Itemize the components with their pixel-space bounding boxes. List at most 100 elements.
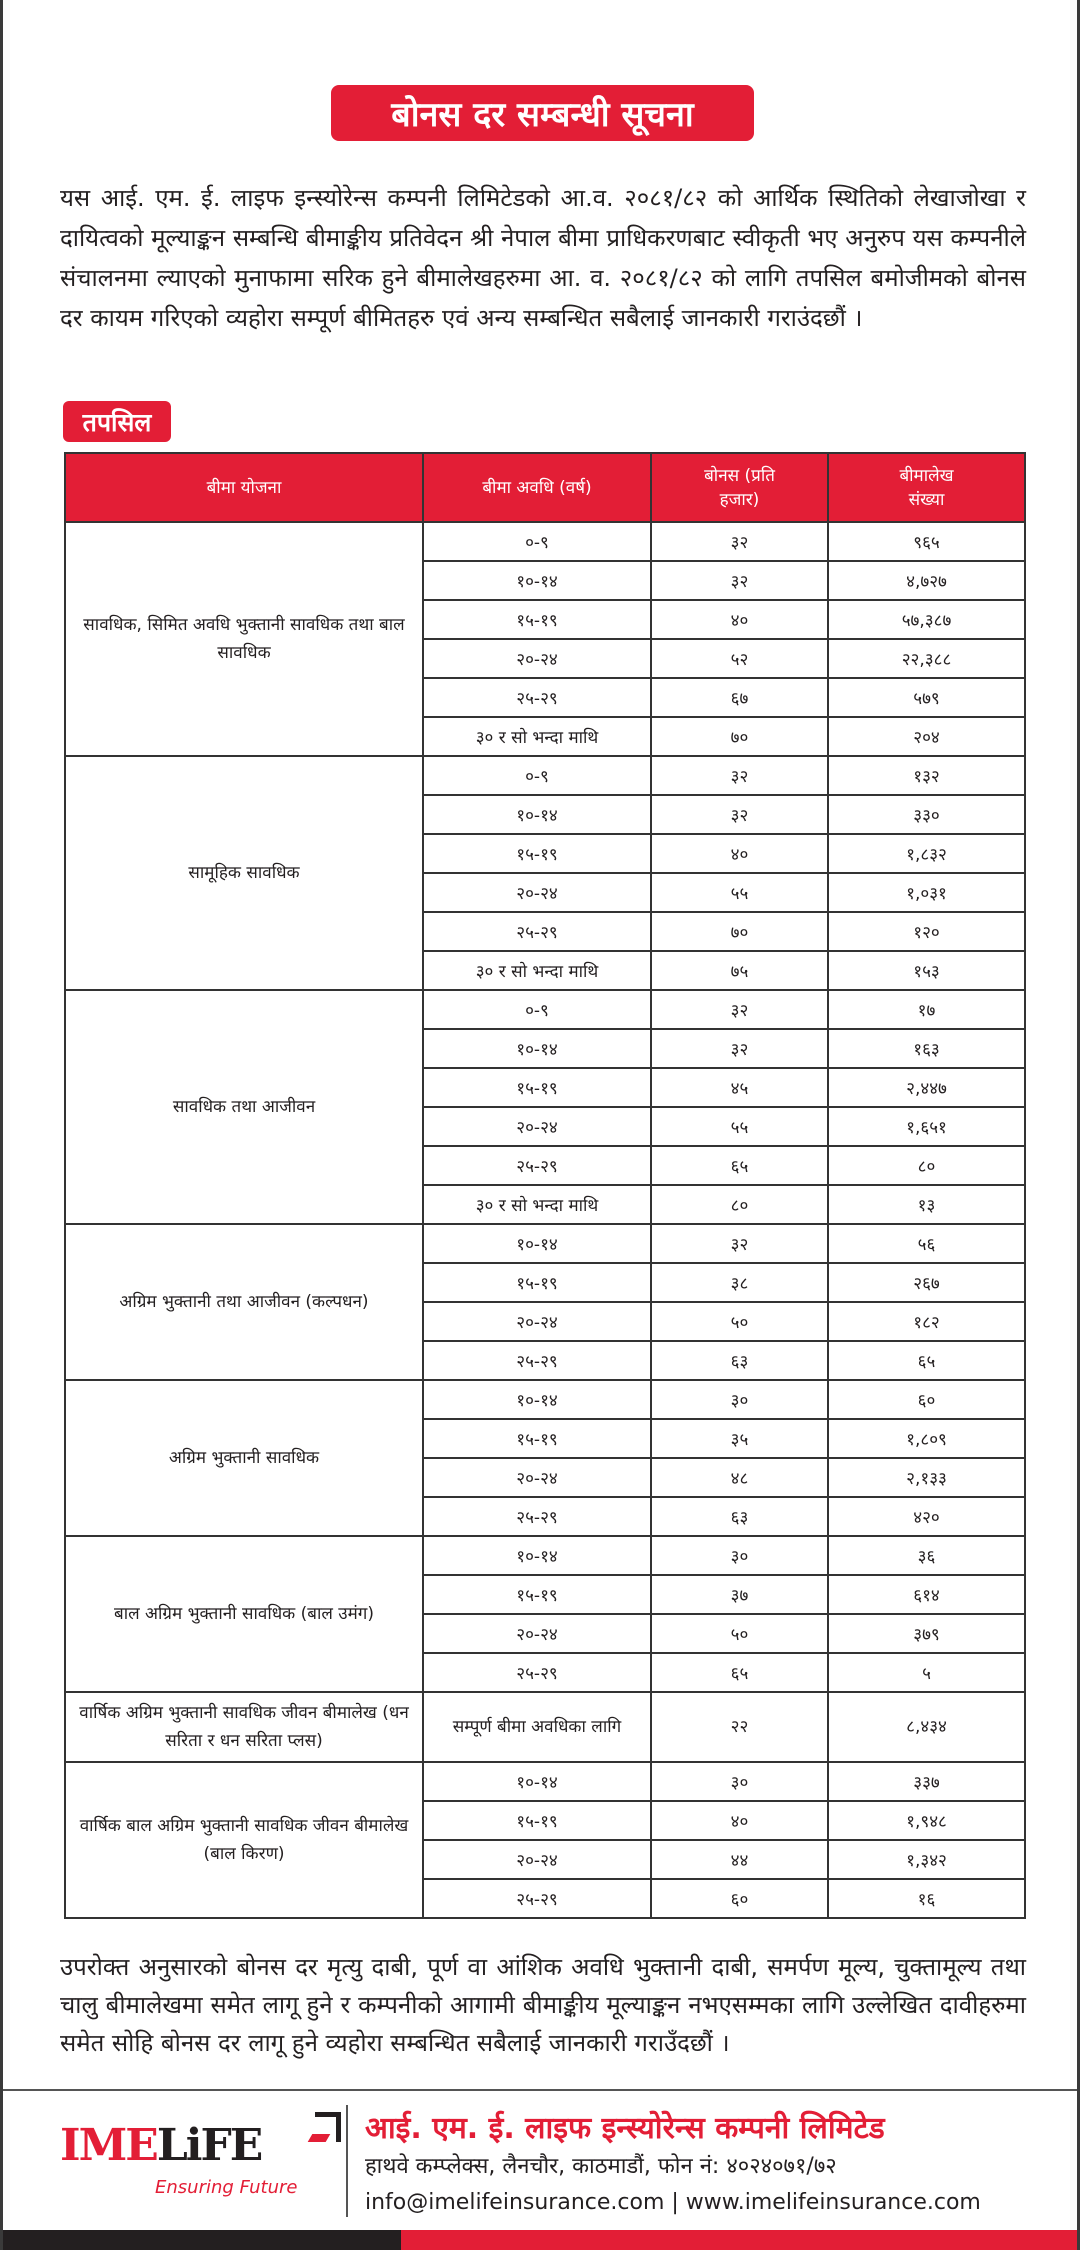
policy-count-cell: १५३ [827, 950, 1026, 991]
table-row: ३० र सो भन्दा माथि ८० १३ [65, 1184, 1026, 1225]
term-cell: ०-९ [422, 755, 652, 796]
term-cell: सम्पूर्ण बीमा अवधिका लागि [422, 1691, 652, 1763]
bonus-cell: ३२ [650, 560, 829, 601]
bonus-cell: ३५ [650, 1418, 829, 1459]
term-cell: २५-२९ [422, 1145, 652, 1186]
term-cell: १५-१९ [422, 1418, 652, 1459]
section-label: तपसिल [63, 401, 171, 442]
table-row: १०-१४ ३२ ३३० [65, 794, 1026, 835]
policy-count-cell: ८० [827, 1145, 1026, 1186]
table-row: अग्रिम भुक्तानी सावधिक १०-१४ ३० ६० [64, 1379, 1026, 1537]
table-row: २०-२४ ५५ १,०३१ [65, 872, 1026, 913]
plan-name: सामूहिक सावधिक [64, 755, 424, 991]
bonus-cell: ५० [650, 1301, 829, 1342]
bonus-cell: ३२ [650, 989, 829, 1030]
logo-mark-icon [315, 2112, 341, 2142]
bonus-cell: ६७ [650, 677, 829, 718]
term-cell: २०-२४ [422, 872, 652, 913]
term-cell: २५-२९ [422, 1878, 652, 1919]
bonus-cell: ३० [650, 1535, 829, 1576]
policy-count-cell: २,४४७ [827, 1067, 1026, 1108]
table-row: १५-१९ ४० १,९४८ [65, 1800, 1026, 1841]
bonus-cell: ७५ [650, 950, 829, 991]
table-row: अग्रिम भुक्तानी तथा आजीवन (कल्पधन) १०-१४ ३… [64, 1223, 1026, 1381]
table-row: २५-२९ ६३ ६५ [65, 1340, 1026, 1381]
bonus-cell: ६३ [650, 1496, 829, 1537]
bonus-cell: ३२ [650, 521, 829, 562]
term-cell: १५-१९ [422, 1574, 652, 1615]
bonus-cell: ६० [650, 1878, 829, 1919]
policy-count-cell: १३२ [827, 755, 1026, 796]
policy-count-cell: ५७,३८७ [827, 599, 1026, 640]
table-row: १५-१९ ३७ ६१४ [65, 1574, 1026, 1615]
footer-divider [3, 2089, 1077, 2091]
bonus-cell: ७० [650, 716, 829, 757]
plan-name: अग्रिम भुक्तानी तथा आजीवन (कल्पधन) [64, 1223, 424, 1381]
term-cell: २०-२४ [422, 638, 652, 679]
policy-count-cell: १२० [827, 911, 1026, 952]
bonus-cell: ३२ [650, 1223, 829, 1264]
policy-count-cell: ६५ [827, 1340, 1026, 1381]
term-cell: ३० र सो भन्दा माथि [422, 1184, 652, 1225]
term-cell: १५-१९ [422, 1262, 652, 1303]
policy-count-cell: ४२० [827, 1496, 1026, 1537]
table-row: २५-२९ ६७ ५७९ [65, 677, 1026, 718]
table-row: २०-२४ ४८ २,१३३ [65, 1457, 1026, 1498]
table-row: सावधिक तथा आजीवन ०-९ ३२ १७ [64, 989, 1026, 1225]
term-cell: २५-२९ [422, 1496, 652, 1537]
term-cell: २५-२९ [422, 677, 652, 718]
table-row: वार्षिक बाल अग्रिम भुक्तानी सावधिक जीवन … [64, 1761, 1026, 1919]
policy-count-cell: १७ [827, 989, 1026, 1030]
company-contact: info@imelifeinsurance.com | www.imelifei… [365, 2190, 981, 2215]
bonus-cell: ४० [650, 1800, 829, 1841]
policy-count-cell: १,०३१ [827, 872, 1026, 913]
table-row: २५-२९ ६३ ४२० [65, 1496, 1026, 1537]
table-row: वार्षिक अग्रिम भुक्तानी सावधिक जीवन बीमा… [64, 1691, 1026, 1763]
table-row: १०-१४ ३२ १६३ [65, 1028, 1026, 1069]
term-cell: ०-९ [422, 989, 652, 1030]
term-cell: १५-१९ [422, 1067, 652, 1108]
term-cell: २०-२४ [422, 1457, 652, 1498]
bonus-cell: ८० [650, 1184, 829, 1225]
plan-name: सावधिक तथा आजीवन [64, 989, 424, 1225]
table-row: २०-२४ ५० १८२ [65, 1301, 1026, 1342]
plan-name: बाल अग्रिम भुक्तानी सावधिक (बाल उमंग) [64, 1535, 424, 1693]
header-plan: बीमा योजना [64, 452, 424, 523]
intro-paragraph: यस आई. एम. ई. लाइफ इन्स्योरेन्स कम्पनी ल… [60, 184, 1026, 332]
term-cell: २५-२९ [422, 1652, 652, 1693]
plan-name: वार्षिक अग्रिम भुक्तानी सावधिक जीवन बीमा… [64, 1691, 424, 1763]
table-row: १५-१९ ३८ २६७ [65, 1262, 1026, 1303]
plan-name: सावधिक, सिमित अवधि भुक्तानी सावधिक तथा ब… [64, 521, 424, 757]
policy-count-cell: ५ [827, 1652, 1026, 1693]
bonus-cell: ५५ [650, 1106, 829, 1147]
bonus-cell: ३२ [650, 755, 829, 796]
table-row: २०-२४ ५५ १,६५१ [65, 1106, 1026, 1147]
footer-separator [346, 2105, 348, 2217]
term-cell: २०-२४ [422, 1301, 652, 1342]
term-cell: १०-१४ [422, 794, 652, 835]
bonus-cell: २२ [650, 1691, 829, 1763]
plan-name: वार्षिक बाल अग्रिम भुक्तानी सावधिक जीवन … [64, 1761, 424, 1919]
table-row: १५-१९ ४५ २,४४७ [65, 1067, 1026, 1108]
table-row: सामूहिक सावधिक ०-९ ३२ १३२ [64, 755, 1026, 991]
policy-count-cell: ३६ [827, 1535, 1026, 1576]
term-cell: १०-१४ [422, 1379, 652, 1420]
policy-count-cell: १,८३२ [827, 833, 1026, 874]
term-cell: २५-२९ [422, 1340, 652, 1381]
bonus-cell: ३८ [650, 1262, 829, 1303]
table-row: १५-१९ ४० ५७,३८७ [65, 599, 1026, 640]
table-row: १५-१९ ४० १,८३२ [65, 833, 1026, 874]
bonus-cell: ४८ [650, 1457, 829, 1498]
policy-count-cell: १,८०९ [827, 1418, 1026, 1459]
table-row: १०-१४ ३२ ४,७२७ [65, 560, 1026, 601]
term-cell: १५-१९ [422, 599, 652, 640]
header-term: बीमा अवधि (वर्ष) [422, 452, 652, 523]
term-cell: २०-२४ [422, 1613, 652, 1654]
table-row: २५-२९ ६० १६ [65, 1878, 1026, 1919]
logo-ime: IME [60, 2120, 159, 2171]
term-cell: २०-२४ [422, 1106, 652, 1147]
policy-count-cell: १६३ [827, 1028, 1026, 1069]
term-cell: १०-१४ [422, 1223, 652, 1264]
policy-count-cell: १६ [827, 1878, 1026, 1919]
policy-count-cell: ५७९ [827, 677, 1026, 718]
